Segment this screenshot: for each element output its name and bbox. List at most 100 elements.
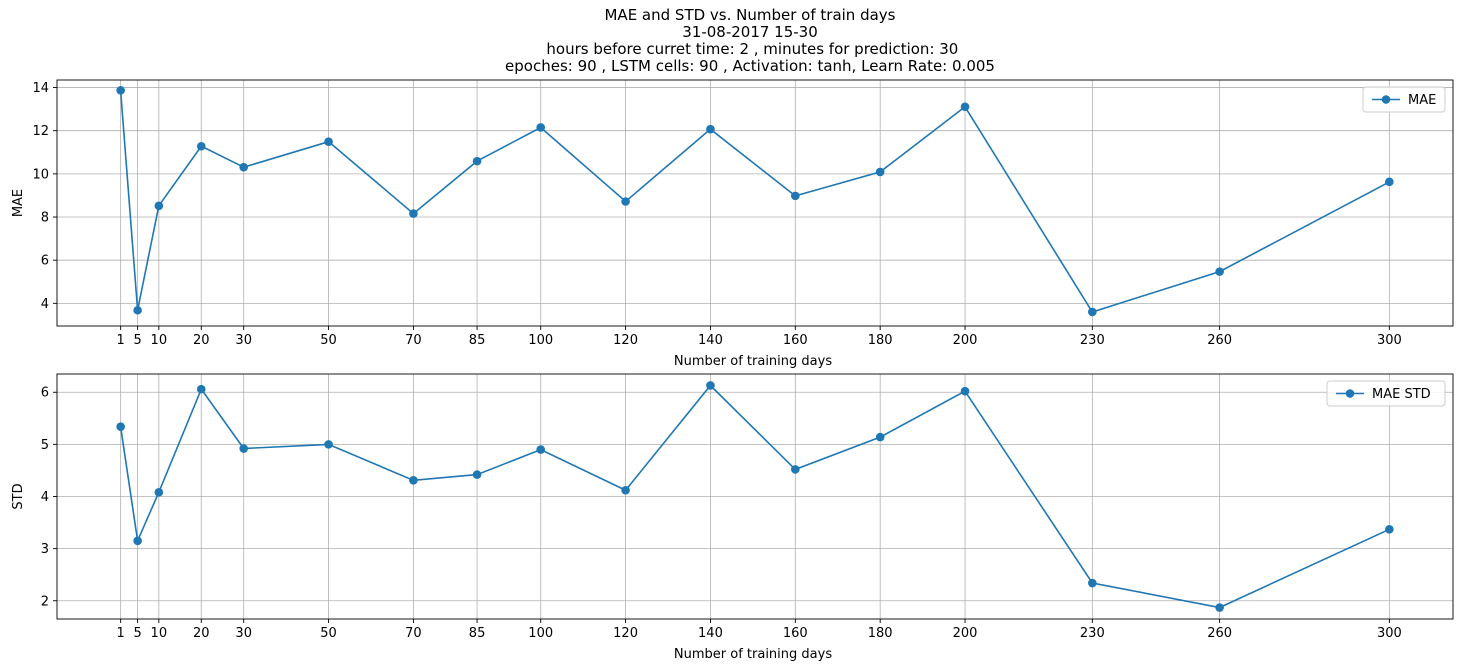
y-tick-label: 4 — [41, 490, 49, 505]
chart-title-line-3: hours before curret time: 2 , minutes fo… — [541, 40, 959, 58]
data-point — [154, 201, 164, 211]
data-point — [154, 488, 164, 497]
data-point — [116, 86, 125, 95]
legend-box — [1362, 86, 1446, 113]
axes-frame — [56, 79, 1454, 327]
data-point — [706, 381, 715, 390]
y-tick-label: 3 — [41, 542, 49, 557]
x-tick-label: 160 — [783, 626, 808, 641]
x-tick-label: 120 — [613, 333, 638, 348]
data-point — [239, 444, 248, 453]
x-axis-label: Number of training days — [674, 647, 832, 662]
data-point — [1215, 267, 1224, 276]
legend: MAE — [1362, 86, 1446, 113]
x-tick-label: 70 — [405, 333, 422, 348]
data-point — [1215, 603, 1224, 612]
x-tick-label: 200 — [953, 333, 978, 348]
y-tick-label: 5 — [41, 438, 49, 453]
chart-title-line-1: MAE and STD vs. Number of train days — [604, 6, 896, 24]
legend-label: MAE — [1408, 93, 1436, 108]
legend: MAE STD — [1326, 380, 1446, 407]
x-tick-label: 30 — [235, 333, 252, 348]
x-tick-label: 30 — [235, 626, 252, 641]
x-tick-label: 140 — [698, 626, 723, 641]
data-point — [196, 384, 206, 394]
legend-box — [1326, 380, 1446, 407]
data-point — [133, 536, 142, 546]
x-tick-label: 85 — [469, 626, 486, 641]
legend-marker — [1345, 389, 1355, 398]
x-tick-label: 100 — [528, 626, 553, 641]
data-point — [791, 465, 800, 474]
data-point — [875, 432, 885, 442]
x-tick-label: 20 — [193, 333, 210, 348]
data-point — [960, 386, 970, 396]
y-tick-label: 2 — [41, 594, 49, 609]
x-tick-label: 140 — [698, 333, 723, 348]
x-tick-label: 300 — [1377, 626, 1402, 641]
x-tick-label: 260 — [1207, 333, 1232, 348]
x-tick-label: 260 — [1207, 626, 1232, 641]
y-tick-label: 14 — [32, 81, 49, 96]
chart-panel-2: 1 5 10 20 30 50 70 85 100 120 140 160 180 200 230 260 30… — [11, 373, 1454, 662]
x-tick-label: 10 — [151, 333, 168, 348]
y-axis-label: STD — [11, 483, 26, 509]
x-tick-label: 50 — [320, 333, 337, 348]
data-point — [133, 305, 142, 315]
data-point — [960, 102, 970, 112]
data-point — [409, 209, 418, 218]
chart-panel-1: 1 5 10 20 30 50 70 85 100 120 140 160 180 200 230 260 30… — [11, 79, 1454, 369]
x-tick-label: 160 — [783, 333, 808, 348]
series-line-1 — [119, 90, 1390, 313]
y-tick-label: 12 — [32, 124, 49, 139]
chart-title-line-2: 31-08-2017 15-30 — [682, 23, 818, 41]
data-point — [1088, 578, 1097, 588]
data-point — [472, 156, 482, 166]
data-point — [621, 485, 630, 495]
x-tick-label: 100 — [528, 333, 553, 348]
x-tick-label: 5 — [133, 333, 141, 348]
data-point — [116, 422, 125, 431]
data-point — [239, 162, 248, 172]
x-tick-label: 120 — [613, 626, 638, 641]
chart-title-line-4: epoches: 90 , LSTM cells: 90 , Activatio… — [505, 57, 995, 75]
x-axis-label: Number of training days — [674, 354, 832, 369]
data-point — [536, 123, 546, 132]
data-point — [875, 167, 885, 177]
y-tick-label: 6 — [41, 386, 49, 401]
data-point — [324, 137, 333, 147]
x-tick-label: 300 — [1377, 333, 1402, 348]
x-tick-label: 85 — [469, 333, 486, 348]
x-tick-label: 200 — [953, 626, 978, 641]
y-tick-label: 10 — [32, 167, 49, 182]
x-tick-label: 20 — [193, 626, 210, 641]
y-tick-label: 8 — [41, 211, 49, 226]
legend-label: MAE STD — [1372, 387, 1431, 402]
x-tick-label: 5 — [133, 626, 141, 641]
data-point — [324, 440, 333, 449]
y-tick-label: 4 — [41, 297, 49, 312]
y-tick-label: 6 — [41, 254, 49, 269]
x-tick-label: 10 — [151, 626, 168, 641]
data-point — [706, 124, 715, 134]
y-axis-label: MAE — [11, 189, 26, 217]
data-point — [536, 445, 546, 454]
data-point — [196, 141, 206, 151]
data-point — [1088, 307, 1097, 317]
x-tick-label: 1 — [117, 333, 125, 348]
chart-title-block: MAE and STD vs. Number of train days 31-… — [0, 7, 1465, 75]
x-tick-label: 1 — [117, 626, 125, 641]
x-tick-label: 50 — [320, 626, 337, 641]
data-point — [472, 470, 482, 479]
x-tick-label: 70 — [405, 626, 422, 641]
x-tick-label: 180 — [868, 333, 893, 348]
data-point — [409, 476, 418, 485]
x-tick-label: 230 — [1080, 626, 1105, 641]
x-tick-label: 180 — [868, 626, 893, 641]
data-point — [621, 197, 630, 206]
x-tick-label: 230 — [1080, 333, 1105, 348]
data-point — [791, 191, 800, 201]
legend-marker — [1381, 95, 1391, 104]
data-point — [1385, 525, 1394, 534]
